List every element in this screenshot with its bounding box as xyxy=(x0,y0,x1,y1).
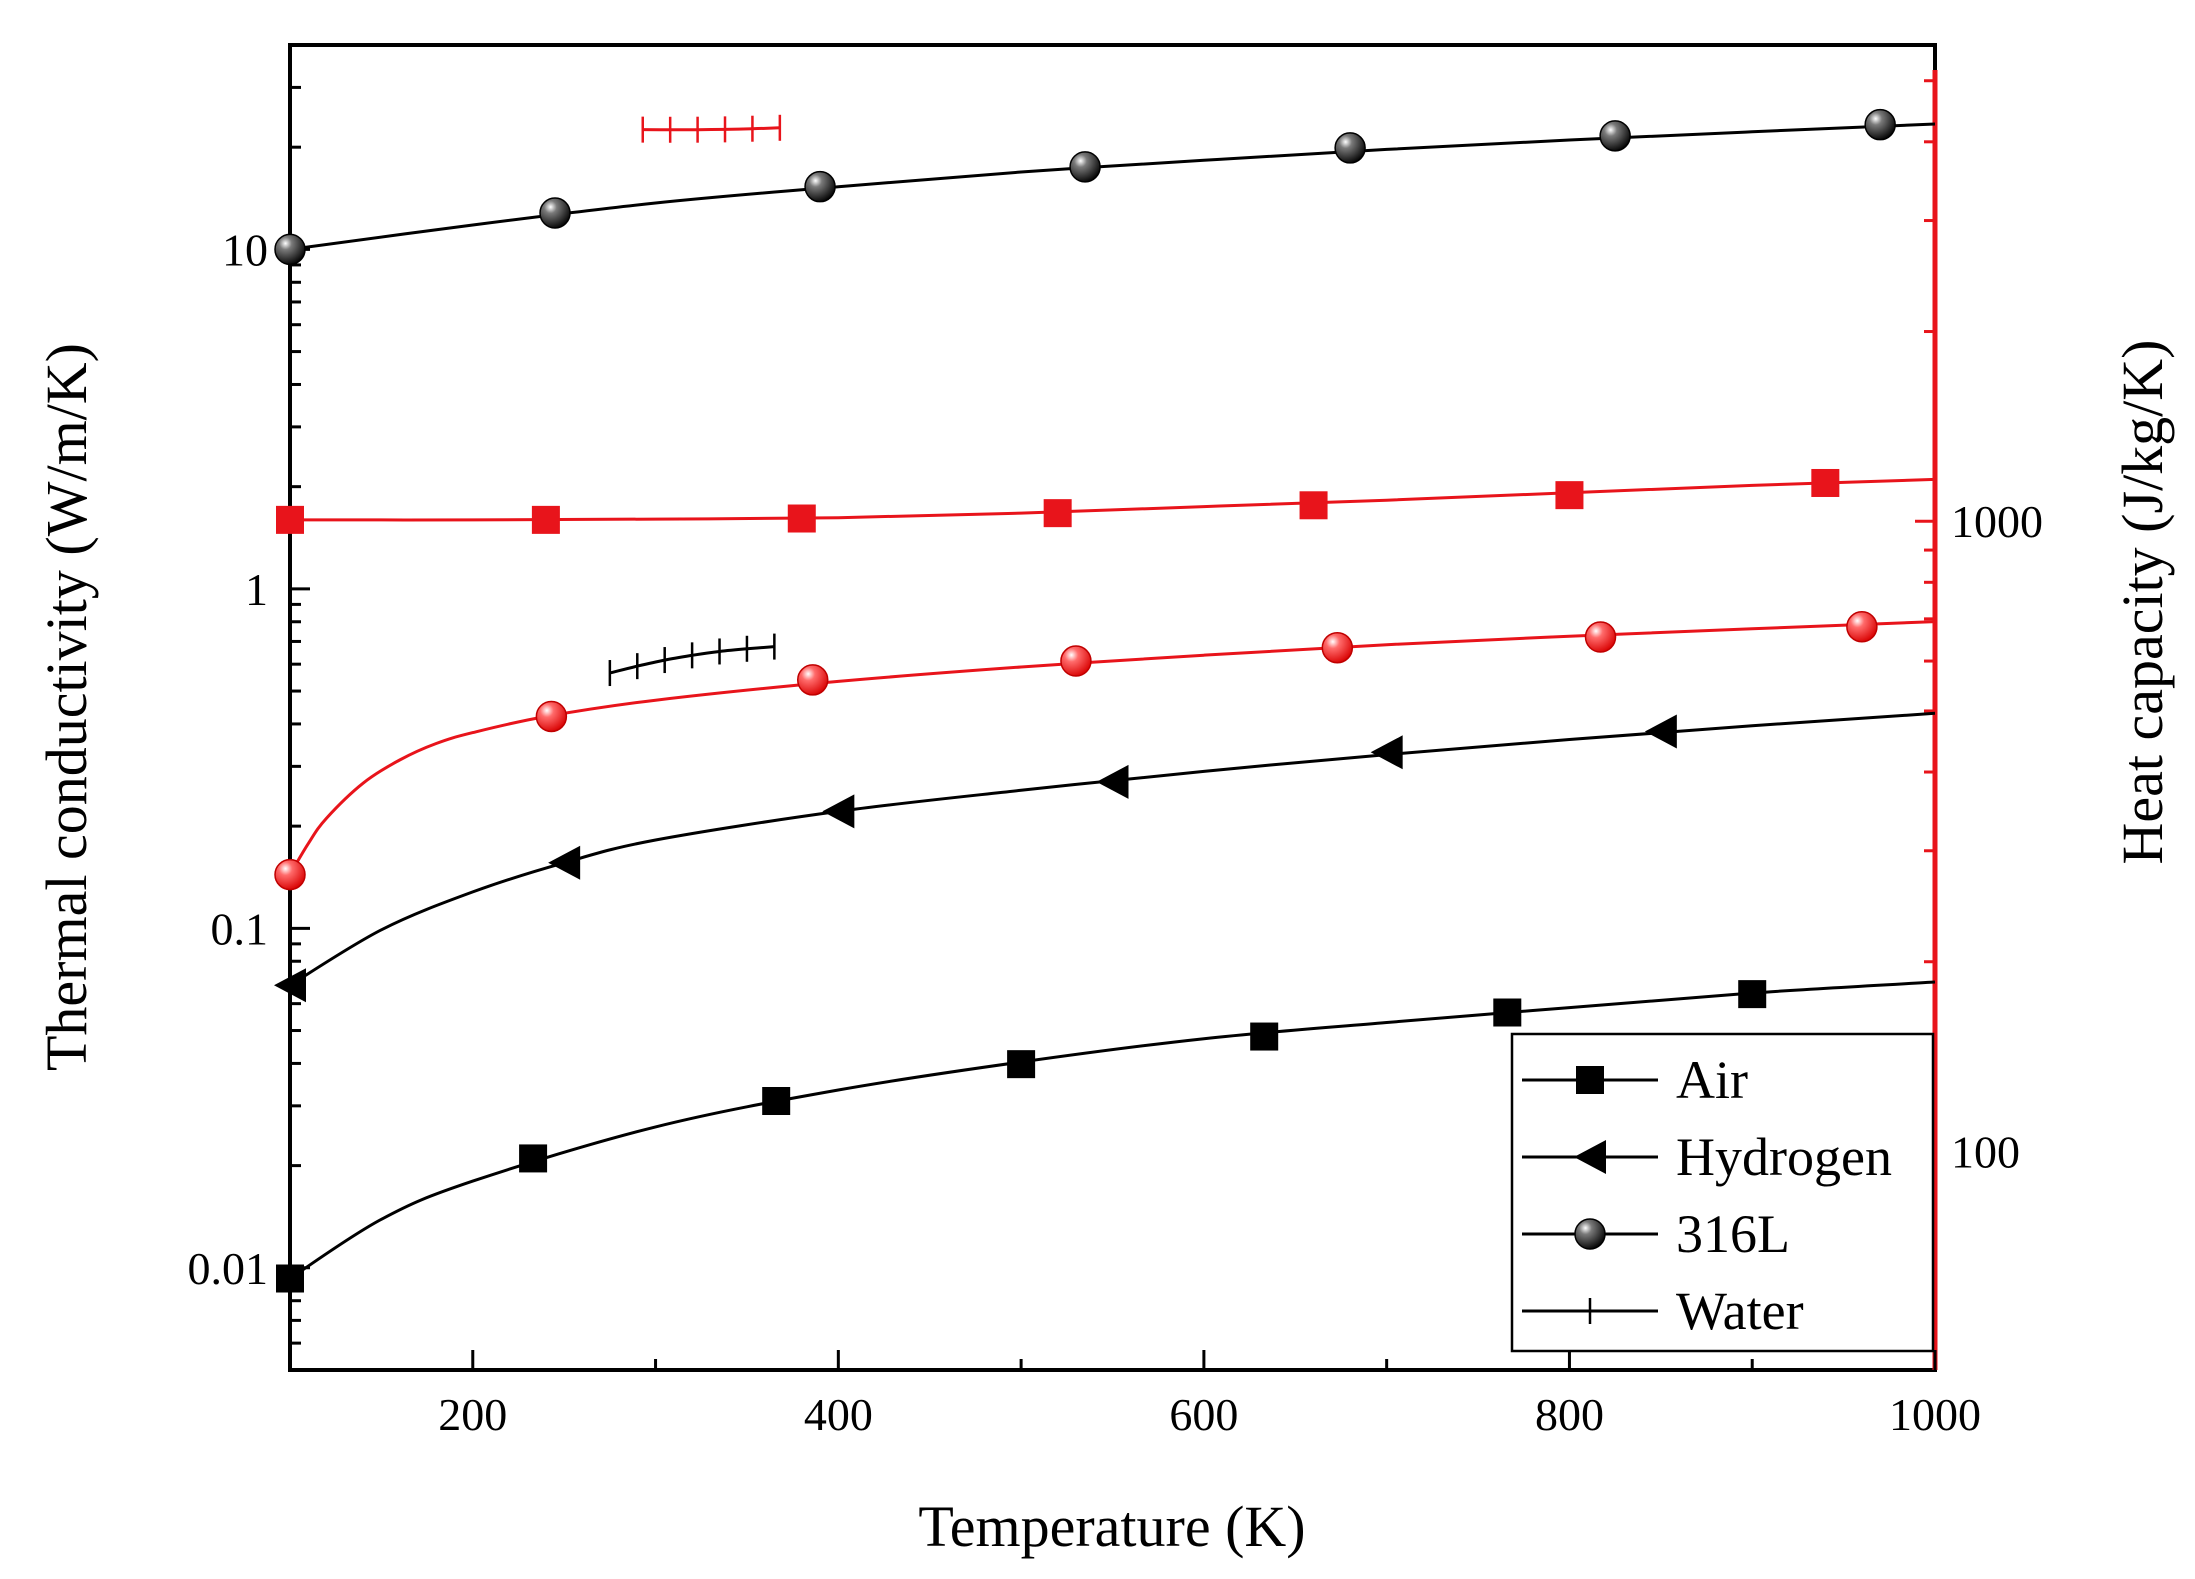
air-thermal-conductivity-marker xyxy=(276,1264,304,1293)
316l-thermal-conductivity-marker xyxy=(1599,120,1631,152)
hydrogen-thermal-conductivity-marker xyxy=(274,968,306,1003)
air-heat-capacity-marker xyxy=(1060,645,1092,677)
hydrogen-thermal-conductivity-marker xyxy=(548,845,581,880)
legend-label-air: Air xyxy=(1676,1050,1748,1110)
air-thermal-conductivity-marker xyxy=(1738,980,1767,1009)
316l-heat-capacity-line xyxy=(290,477,1935,522)
y-axis-right: 100 1000 xyxy=(1915,79,2043,1343)
legend-label-316l: 316L xyxy=(1676,1204,1790,1264)
y-axis-left-title: Thermal conductivity (W/m/K) xyxy=(34,343,99,1071)
legend-label-water: Water xyxy=(1676,1281,1804,1341)
x-tick-label: 200 xyxy=(438,1389,507,1440)
air-heat-capacity-marker xyxy=(796,664,829,696)
316l-heat-capacity-marker xyxy=(276,505,304,534)
y-right-tick-label: 100 xyxy=(1951,1126,2020,1177)
air-thermal-conductivity-line xyxy=(290,980,1935,1280)
y-left-tick-label: 10 xyxy=(222,224,268,275)
air-heat-capacity-marker xyxy=(1846,611,1878,643)
air-thermal-conductivity-marker xyxy=(519,1144,548,1173)
316l-heat-capacity-marker xyxy=(1043,499,1072,528)
316l-thermal-conductivity-marker xyxy=(804,170,836,203)
legend-label-hydrogen: Hydrogen xyxy=(1676,1127,1892,1187)
x-tick-label: 600 xyxy=(1169,1389,1238,1440)
hydrogen-thermal-conductivity-marker xyxy=(1370,735,1403,770)
x-axis: 200 400 600 800 1000 xyxy=(288,1350,1981,1440)
y-left-tick-label: 0.1 xyxy=(211,903,269,954)
water-heat-capacity-line xyxy=(642,126,780,132)
hydrogen-thermal-conductivity-marker xyxy=(822,794,855,829)
y-axis-right-title: Heat capacity (J/kg/K) xyxy=(2110,339,2175,864)
air-heat-capacity-marker xyxy=(1584,621,1617,653)
hydrogen-thermal-conductivity-marker xyxy=(1096,764,1129,799)
air-thermal-conductivity-marker xyxy=(1493,998,1522,1027)
316l-heat-capacity-marker xyxy=(1299,491,1328,520)
316l-heat-capacity-marker xyxy=(1811,468,1840,497)
316l-heat-capacity-marker xyxy=(531,505,560,534)
316l-thermal-conductivity-marker xyxy=(1069,151,1101,183)
x-tick-label: 800 xyxy=(1535,1389,1604,1440)
y-left-tick-label: 1 xyxy=(245,564,268,615)
air-heat-capacity-marker xyxy=(1321,631,1354,664)
legend-marker-316l xyxy=(1574,1218,1606,1250)
legend-marker-hydrogen xyxy=(1574,1140,1606,1174)
hydrogen-thermal-conductivity-marker xyxy=(1644,714,1677,749)
316l-thermal-conductivity-marker xyxy=(1334,132,1366,164)
y-right-tick-label: 1000 xyxy=(1951,496,2043,547)
air-heat-capacity-marker xyxy=(535,700,568,733)
316l-thermal-conductivity-marker xyxy=(274,233,306,266)
legend: Air Hydrogen 316L Water xyxy=(1510,1032,1935,1353)
air-heat-capacity-line xyxy=(290,620,1935,876)
y-axis-left: 0.01 0.1 1 10 xyxy=(188,43,310,1372)
air-thermal-conductivity-marker xyxy=(762,1087,791,1116)
316l-thermal-conductivity-marker xyxy=(1864,108,1896,141)
legend-marker-air xyxy=(1576,1066,1604,1094)
hydrogen-thermal-conductivity-line xyxy=(290,711,1935,987)
plot-markers xyxy=(274,108,1896,1293)
x-axis-title: Temperature (K) xyxy=(918,1494,1305,1559)
316l-thermal-conductivity-marker xyxy=(539,197,571,229)
x-tick-label: 1000 xyxy=(1889,1389,1981,1440)
x-tick-label: 400 xyxy=(804,1389,873,1440)
air-thermal-conductivity-marker xyxy=(1250,1022,1279,1051)
air-thermal-conductivity-marker xyxy=(1007,1050,1036,1079)
316l-thermal-conductivity-line xyxy=(290,122,1935,251)
y-left-tick-label: 0.01 xyxy=(188,1243,269,1294)
316l-heat-capacity-marker xyxy=(1555,481,1584,510)
air-heat-capacity-marker xyxy=(274,858,306,891)
316l-heat-capacity-marker xyxy=(787,504,816,533)
